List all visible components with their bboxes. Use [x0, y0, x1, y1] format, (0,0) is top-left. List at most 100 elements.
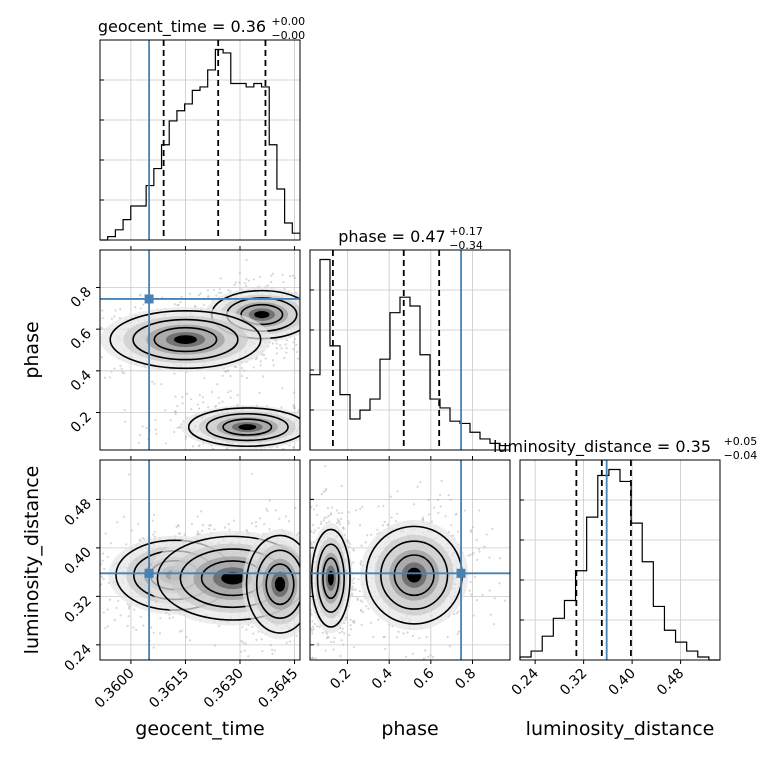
sample-point	[306, 541, 308, 543]
sample-point	[139, 615, 142, 618]
sample-point	[197, 293, 201, 297]
sample-point	[285, 347, 288, 350]
sample-point	[306, 323, 308, 325]
sample-point	[196, 530, 199, 533]
sample-point	[95, 598, 97, 600]
sample-point	[203, 377, 206, 380]
sample-point	[349, 624, 352, 627]
x-tick-label: 0.3630	[201, 666, 247, 712]
sample-point	[475, 539, 478, 542]
sample-point	[339, 517, 343, 520]
sample-point	[310, 530, 313, 533]
sample-point	[353, 620, 356, 623]
sample-point	[350, 323, 352, 325]
sample-point	[399, 669, 401, 671]
sample-point	[341, 630, 344, 633]
sample-point	[315, 624, 319, 628]
truth-marker	[144, 568, 154, 578]
sample-point	[164, 442, 167, 445]
sample-point	[221, 664, 223, 666]
sample-point	[113, 315, 116, 318]
sample-point	[93, 424, 95, 426]
sample-point	[185, 392, 188, 395]
y-tick-label: 0.8	[68, 284, 95, 311]
sample-point	[305, 613, 307, 615]
x-tick-label: 0.40	[606, 666, 639, 699]
sample-point	[333, 636, 336, 639]
sample-point	[383, 520, 386, 523]
sample-point	[319, 432, 321, 434]
sample-point	[173, 410, 176, 413]
sample-point	[212, 288, 216, 292]
sample-point	[189, 639, 192, 642]
sample-point	[349, 628, 353, 631]
histogram-phase: phase = 0.47 +0.17−0.34	[309, 225, 511, 451]
sample-point	[209, 454, 211, 456]
sample-point	[250, 522, 254, 525]
sample-point	[307, 637, 309, 639]
sample-point	[356, 598, 359, 601]
sample-point	[235, 365, 238, 369]
sample-point	[347, 520, 350, 523]
sample-point	[273, 649, 277, 652]
sample-point	[304, 606, 306, 608]
sample-point	[97, 587, 99, 589]
sample-point	[456, 632, 459, 635]
sample-point	[303, 521, 305, 523]
panel-frame	[309, 249, 511, 451]
sample-point	[245, 258, 248, 262]
sample-point	[301, 328, 303, 330]
sample-point	[303, 502, 305, 504]
sample-point	[318, 424, 320, 426]
sample-point	[322, 450, 324, 452]
contour-line	[255, 549, 300, 619]
sample-point	[315, 504, 318, 507]
sample-point	[174, 412, 177, 416]
sample-point	[315, 413, 317, 415]
sample-point	[322, 299, 324, 301]
sample-point	[292, 341, 295, 344]
sample-point	[194, 465, 196, 467]
sample-point	[338, 631, 341, 634]
sample-point	[327, 317, 329, 319]
sample-point	[191, 445, 195, 448]
sample-point	[307, 589, 309, 591]
sample-point	[190, 522, 193, 525]
sample-point	[164, 409, 167, 412]
y-tick-label: 0.32	[61, 593, 94, 626]
sample-point	[121, 371, 124, 374]
sample-point	[316, 437, 318, 439]
y-axis-label: phase	[21, 321, 43, 378]
sample-point	[310, 629, 314, 632]
sample-point	[244, 284, 248, 287]
sample-point	[372, 635, 375, 638]
sample-point	[119, 308, 122, 311]
sample-point	[472, 526, 475, 529]
sample-point	[390, 516, 393, 519]
sample-point	[184, 435, 188, 438]
sample-point	[78, 574, 80, 576]
sample-point	[406, 631, 409, 634]
sample-point	[251, 451, 253, 453]
truth-marker	[456, 568, 466, 578]
sample-point	[250, 472, 253, 476]
sample-point	[327, 514, 330, 517]
sample-point	[141, 425, 144, 428]
sample-point	[339, 320, 341, 322]
sample-point	[312, 326, 314, 328]
sample-point	[151, 519, 154, 522]
sample-point	[311, 657, 314, 660]
sample-point	[272, 363, 275, 367]
sample-point	[342, 430, 344, 432]
sample-point	[238, 271, 241, 275]
sample-point	[85, 616, 87, 618]
sample-point	[252, 366, 255, 369]
sample-point	[264, 357, 267, 360]
contour-line	[380, 540, 449, 610]
sample-point	[100, 583, 103, 586]
contour-line	[187, 407, 300, 448]
sample-point	[254, 456, 256, 458]
sample-point	[141, 536, 144, 540]
sample-point	[323, 309, 325, 311]
sample-point	[491, 527, 494, 530]
